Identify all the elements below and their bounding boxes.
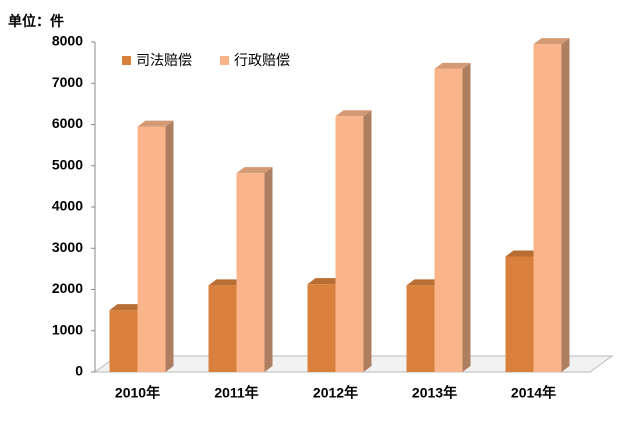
bar bbox=[137, 126, 166, 372]
bar bbox=[505, 256, 534, 372]
y-tick-label: 6000 bbox=[52, 115, 83, 131]
bar-top bbox=[307, 278, 344, 285]
x-tick-label: 2012年 bbox=[313, 385, 358, 401]
bar-side bbox=[264, 167, 273, 372]
bar-top bbox=[208, 279, 245, 286]
y-tick-label: 3000 bbox=[52, 239, 83, 255]
bar bbox=[109, 310, 138, 372]
bar-side bbox=[462, 62, 471, 372]
y-tick-label: 5000 bbox=[52, 156, 83, 172]
bar-top bbox=[533, 38, 570, 45]
bar-side bbox=[165, 120, 174, 372]
x-tick-label: 2014年 bbox=[511, 385, 556, 401]
y-tick-label: 2000 bbox=[52, 280, 83, 296]
y-tick-label: 4000 bbox=[52, 198, 83, 214]
y-tick-label: 0 bbox=[75, 363, 83, 379]
bar-top bbox=[109, 304, 146, 311]
y-tick-label: 1000 bbox=[52, 321, 83, 337]
bar bbox=[406, 285, 435, 372]
bar-top bbox=[236, 167, 273, 174]
legend-swatch bbox=[122, 56, 131, 65]
x-tick-label: 2013年 bbox=[412, 385, 457, 401]
bar bbox=[533, 44, 562, 372]
bar-top bbox=[335, 110, 372, 117]
bar-top bbox=[434, 62, 471, 69]
bar-side bbox=[363, 110, 372, 372]
bar-top bbox=[406, 279, 443, 286]
unit-label: 单位：件 bbox=[8, 13, 64, 30]
y-tick-label: 7000 bbox=[52, 74, 83, 90]
y-tick-label: 8000 bbox=[52, 33, 83, 49]
bar-top bbox=[505, 250, 542, 257]
x-tick-label: 2011年 bbox=[214, 385, 258, 401]
legend-swatch bbox=[220, 56, 229, 65]
bar-top bbox=[137, 120, 174, 127]
bar-side bbox=[561, 38, 570, 372]
bar bbox=[307, 284, 336, 372]
legend-label: 行政赔偿 bbox=[234, 53, 290, 69]
bar bbox=[335, 116, 364, 372]
bar bbox=[236, 173, 265, 372]
bar bbox=[434, 68, 463, 372]
bar bbox=[208, 285, 237, 372]
legend-label: 司法赔偿 bbox=[136, 53, 192, 69]
x-tick-label: 2010年 bbox=[115, 385, 160, 401]
